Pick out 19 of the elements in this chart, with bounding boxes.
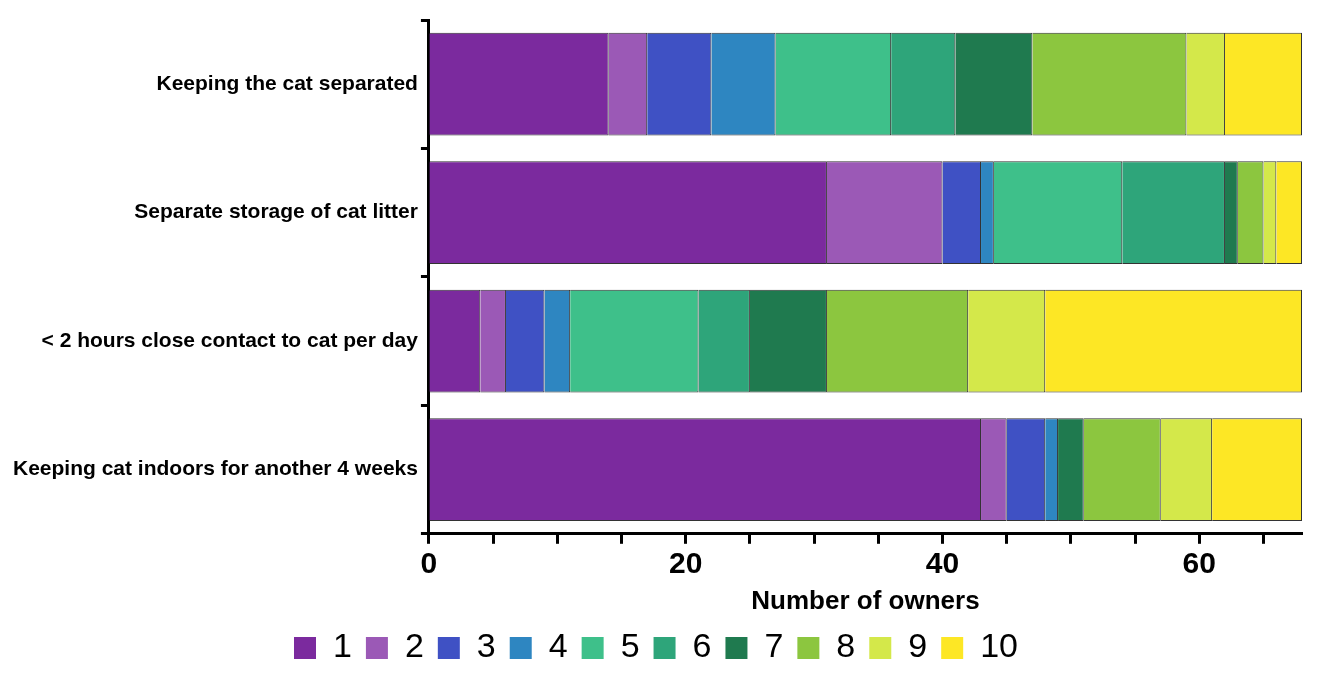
- legend-label: 3: [476, 626, 496, 665]
- x-tick-label: 60: [1182, 546, 1216, 580]
- legend-label: 1: [333, 626, 352, 665]
- legend-label: 7: [764, 626, 784, 665]
- y-tick-label: < 2 hours close contact to cat per day: [41, 327, 419, 351]
- x-tick-label: 0: [420, 546, 438, 580]
- y-tick-label: Keeping cat indoors for another 4 weeks: [12, 456, 418, 480]
- legend-label: 4: [548, 626, 568, 665]
- x-tick-label: 40: [925, 546, 960, 580]
- legend-label: 6: [692, 626, 712, 665]
- legend-label: 10: [980, 626, 1019, 665]
- y-tick-label: Separate storage of cat litter: [134, 199, 418, 223]
- legend-label: 9: [908, 626, 928, 665]
- x-axis-title: Number of owners: [751, 584, 980, 615]
- legend-label: 8: [836, 626, 856, 665]
- legend-label: 2: [404, 626, 424, 665]
- x-tick-label: 20: [669, 546, 703, 580]
- legend-label: 5: [620, 626, 640, 665]
- y-tick-label: Keeping the cat separated: [156, 71, 418, 95]
